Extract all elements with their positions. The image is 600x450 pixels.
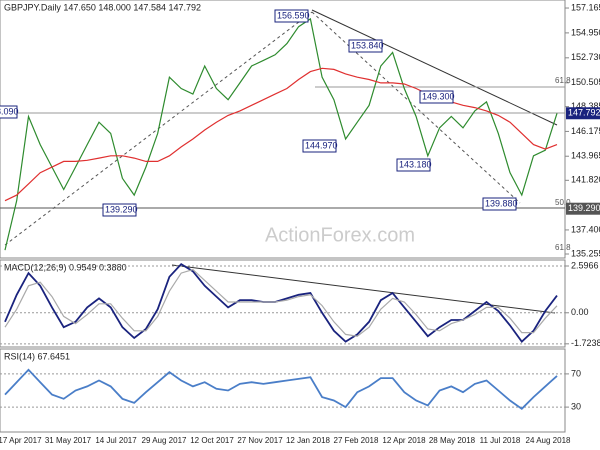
annotation: 148.090: [0, 106, 19, 116]
y-tick-label: 70: [571, 368, 581, 378]
annotation: 144.970: [305, 140, 338, 150]
series-line: [4, 368, 558, 410]
watermark: ActionForex.com: [265, 224, 415, 246]
price-panel: [0, 0, 566, 259]
x-tick-label: 14 Jul 2017: [95, 436, 137, 445]
annotation-box: [396, 158, 431, 172]
annotation: 139.880: [485, 198, 518, 208]
y-tick-label: 0.00: [571, 307, 589, 317]
x-tick-label: 12 Oct 2017: [190, 436, 234, 445]
y-tick-label: 135.255: [571, 248, 600, 258]
annotation: 139.290: [105, 204, 138, 214]
x-tick-label: 31 May 2017: [45, 436, 92, 445]
y-tick-label: 146.175: [571, 126, 600, 136]
price-box-label: 139.290: [568, 203, 600, 213]
macd-title: MACD(12,26,9) 0.9549 0.3880: [4, 262, 127, 272]
annotation: 156.590: [277, 10, 310, 20]
x-tick-label: 29 Aug 2017: [142, 436, 187, 445]
price-box: [566, 202, 600, 215]
price-box: [566, 107, 600, 120]
rsi-title: RSI(14) 67.6451: [4, 351, 70, 361]
fib-line: [311, 11, 521, 204]
x-tick-label: 11 Jul 2018: [480, 436, 521, 445]
annotation-box: [348, 39, 383, 53]
macd-panel: [0, 259, 566, 348]
x-tick-label: 27 Feb 2018: [334, 436, 379, 445]
x-tick-label: 28 May 2018: [429, 436, 476, 445]
rsi-panel: [0, 348, 566, 433]
y-tick-label: 152.730: [571, 52, 600, 62]
y-tick-label: 148.385: [571, 101, 600, 111]
y-tick-label: 150.505: [571, 77, 600, 87]
x-tick-label: 12 Apr 2018: [382, 436, 426, 445]
chart-title: GBPJPY.Daily 147.650 148.000 147.584 147…: [4, 2, 201, 12]
x-tick-label: 24 Aug 2018: [526, 436, 571, 445]
y-tick-label: 141.820: [571, 175, 600, 185]
series-line: [4, 268, 558, 337]
y-tick-label: 30: [571, 401, 581, 411]
annotation: 61.8: [555, 76, 571, 85]
series-line: [4, 17, 558, 251]
annotation-box: [0, 105, 18, 119]
x-tick-label: 12 Jan 2018: [286, 436, 331, 445]
y-tick-label: 143.965: [571, 151, 600, 161]
annotation-box: [482, 197, 517, 211]
x-tick-label: 17 Apr 2017: [0, 436, 42, 445]
annotation-box: [302, 139, 337, 153]
annotation-box: [102, 203, 137, 217]
annotation: 143.180: [399, 159, 432, 169]
price-box-label: 147.792: [568, 108, 600, 118]
trendline: [311, 9, 558, 126]
annotation-box: [274, 9, 309, 23]
y-tick-label: 154.950: [571, 27, 600, 37]
x-tick-label: 27 Nov 2017: [237, 436, 283, 445]
annotation-box: [419, 90, 454, 104]
series-line: [4, 67, 558, 202]
y-tick-label: 157.165: [571, 2, 600, 12]
y-tick-label: 137.400: [571, 224, 600, 234]
y-tick-label: -1.7238: [571, 338, 600, 348]
annotation: 61.8: [555, 243, 571, 252]
y-tick-label: 2.5966: [571, 260, 599, 270]
annotation: 50.0: [555, 198, 571, 207]
annotation: 149.300: [422, 91, 455, 101]
annotation: 153.840: [351, 40, 384, 50]
